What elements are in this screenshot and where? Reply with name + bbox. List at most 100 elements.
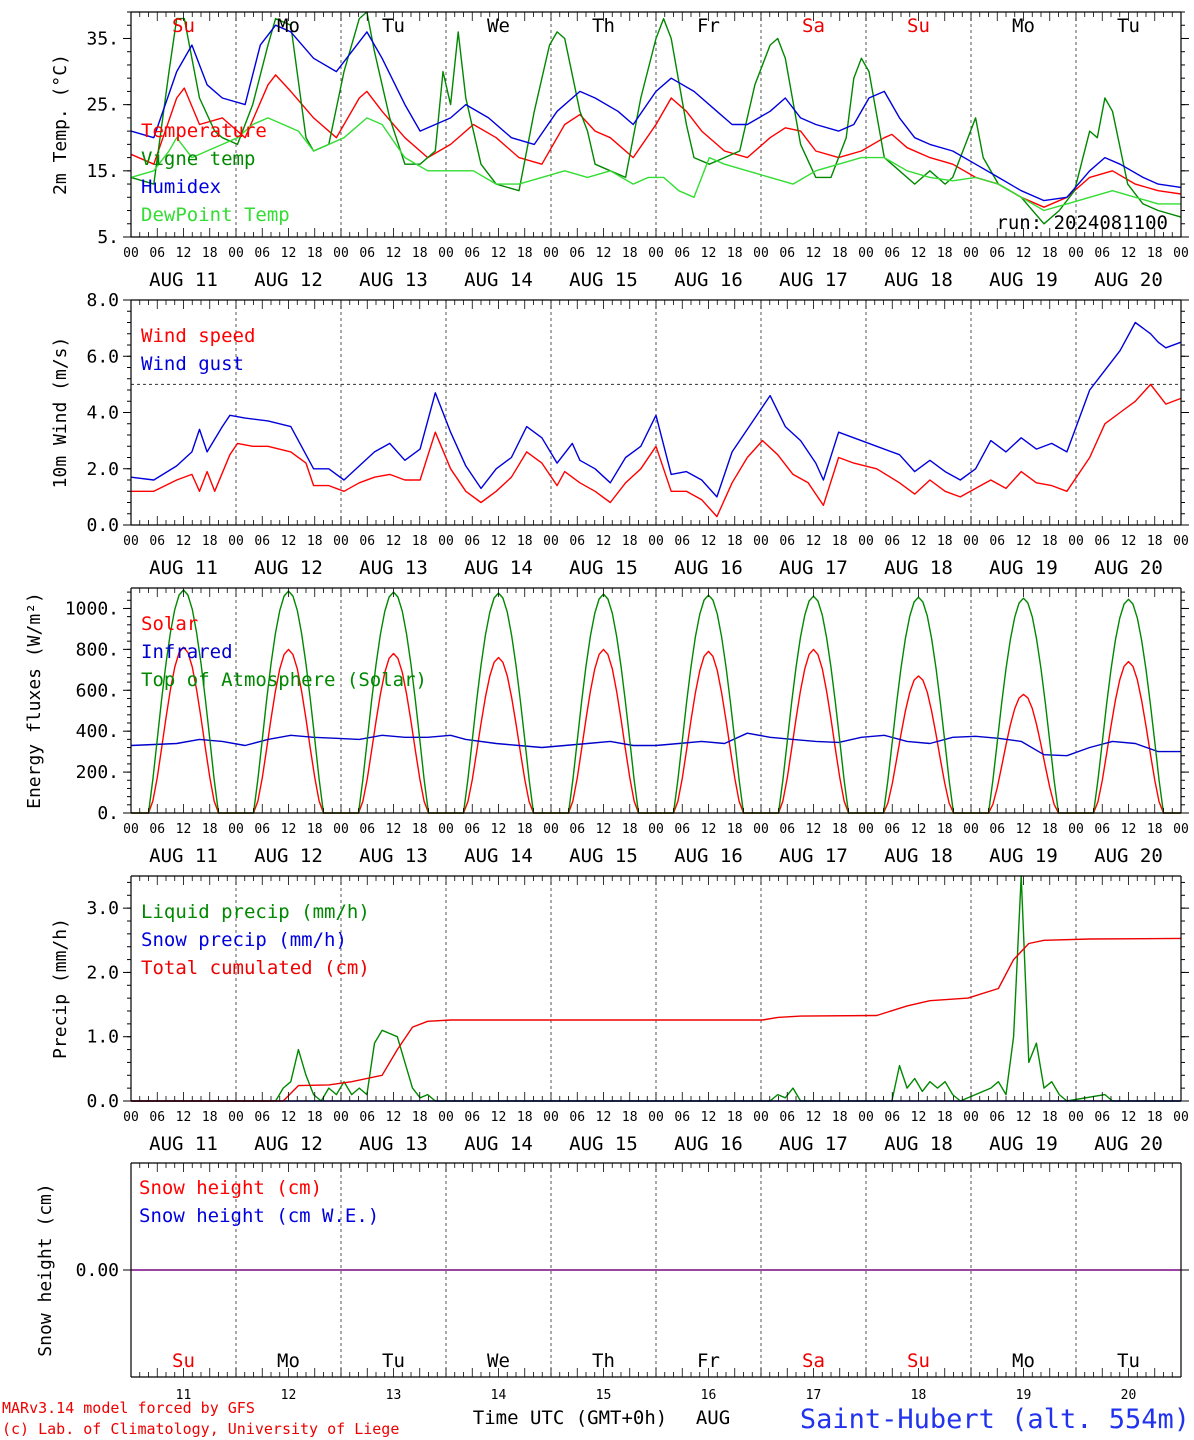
- x-hour-label: 18: [832, 246, 848, 261]
- x-hour-label: 00: [753, 822, 769, 837]
- x-hour-label: 00: [438, 1110, 454, 1125]
- x-hour-label: 18: [1147, 534, 1163, 549]
- x-hour-label: 06: [464, 534, 480, 549]
- x-hour-label: 12: [911, 246, 927, 261]
- day-name-label: Su: [172, 15, 195, 37]
- legend-entry: Temperature: [141, 120, 267, 142]
- x-date-label: AUG 16: [674, 845, 743, 867]
- x-hour-label: 12: [806, 246, 822, 261]
- y-tick-label: 5.: [97, 227, 119, 248]
- x-hour-label: 00: [963, 822, 979, 837]
- x-hour-label: 06: [989, 1110, 1005, 1125]
- x-hour-label: 12: [176, 822, 192, 837]
- x-hour-label: 12: [176, 246, 192, 261]
- x-hour-label: 06: [1094, 534, 1110, 549]
- x-hour-label: 12: [596, 1110, 612, 1125]
- x-date-label: AUG 17: [779, 557, 848, 579]
- x-hour-label: 06: [464, 1110, 480, 1125]
- x-hour-label: 12: [386, 534, 402, 549]
- x-hour-label: 00: [858, 246, 874, 261]
- x-hour-label: 06: [359, 822, 375, 837]
- x-date-label: AUG 20: [1094, 557, 1163, 579]
- x-hour-label: 00: [858, 1110, 874, 1125]
- x-hour-label: 06: [779, 1110, 795, 1125]
- x-hour-label: 06: [359, 534, 375, 549]
- y-axis-label: 10m Wind (m/s): [50, 337, 71, 489]
- y-tick-label: 2.0: [86, 459, 119, 480]
- x-hour-label: 18: [412, 534, 428, 549]
- x-hour-label: 06: [989, 246, 1005, 261]
- x-date-label: AUG 17: [779, 845, 848, 867]
- x-hour-label: 18: [1042, 246, 1058, 261]
- x-hour-label: 12: [176, 1110, 192, 1125]
- x-hour-label: 06: [464, 822, 480, 837]
- x-hour-label: 00: [333, 1110, 349, 1125]
- x-date-label: AUG 13: [359, 557, 428, 579]
- x-hour-label: 06: [779, 822, 795, 837]
- x-hour-label: 18: [937, 534, 953, 549]
- x-axis-label: Time UTC (GMT+0h): [473, 1407, 667, 1429]
- x-hour-label: 18: [937, 822, 953, 837]
- x-date-label: AUG 16: [674, 557, 743, 579]
- x-hour-label: 12: [596, 822, 612, 837]
- x-hour-label: 06: [359, 246, 375, 261]
- x-hour-label: 18: [1147, 1110, 1163, 1125]
- legend-entry: Snow height (cm): [139, 1177, 322, 1199]
- x-hour-label: 06: [149, 246, 165, 261]
- x-hour-label: 00: [438, 246, 454, 261]
- x-hour-label: 18: [1042, 534, 1058, 549]
- x-hour-label: 00: [123, 1110, 139, 1125]
- y-tick-label: 8.0: [86, 290, 119, 311]
- x-hour-label: 00: [123, 246, 139, 261]
- x-hour-label: 00: [438, 534, 454, 549]
- y-tick-label: 3.0: [86, 898, 119, 919]
- x-hour-label: 12: [386, 246, 402, 261]
- x-hour-label: 00: [648, 1110, 664, 1125]
- x-hour-label: 18: [832, 1110, 848, 1125]
- day-name-label: Fr: [697, 1350, 720, 1372]
- x-hour-label: 18: [307, 534, 323, 549]
- legend-entry: Snow height (cm W.E.): [139, 1205, 379, 1227]
- x-hour-label: 00: [438, 822, 454, 837]
- x-hour-label: 00: [1173, 822, 1189, 837]
- x-hour-label: 12: [281, 246, 297, 261]
- x-hour-label: 00: [648, 822, 664, 837]
- day-name-label: Mo: [277, 1350, 300, 1372]
- x-date-label: AUG 11: [149, 845, 218, 867]
- series-line-vigne-temp: [130, 11, 1182, 225]
- grid-layer: [131, 12, 1181, 1377]
- x-hour-label: 12: [281, 1110, 297, 1125]
- x-hour-label: 06: [779, 534, 795, 549]
- x-date-label: AUG 14: [464, 557, 533, 579]
- day-name-label: Su: [907, 15, 930, 37]
- x-hour-label: 12: [911, 822, 927, 837]
- x-hour-label: 18: [412, 1110, 428, 1125]
- x-hour-label: 18: [517, 1110, 533, 1125]
- footer-credit-2: (c) Lab. of Climatology, University of L…: [2, 1420, 399, 1438]
- x-hour-label: 00: [1068, 1110, 1084, 1125]
- legend-entry: Total cumulated (cm): [141, 957, 370, 979]
- legend-entry: Solar: [141, 613, 198, 635]
- x-date-label: AUG 11: [149, 269, 218, 291]
- x-day-number: 17: [806, 1388, 822, 1403]
- series-line-dewpoint-temp: [130, 117, 1181, 212]
- x-hour-label: 18: [832, 822, 848, 837]
- x-hour-label: 00: [1068, 534, 1084, 549]
- series-line-top-of-atmosphere-solar: [131, 589, 1181, 814]
- x-hour-label: 12: [701, 534, 717, 549]
- x-hour-label: 12: [491, 822, 507, 837]
- y-tick-label: 0.0: [86, 1091, 119, 1112]
- x-hour-label: 12: [386, 1110, 402, 1125]
- y-tick-label: 0.00: [76, 1260, 119, 1281]
- x-hour-label: 06: [569, 246, 585, 261]
- axes-layer: [123, 11, 1189, 1378]
- x-date-label: AUG 15: [569, 1133, 638, 1155]
- legend-entry: Infrared: [141, 641, 233, 663]
- x-hour-label: 00: [963, 1110, 979, 1125]
- y-tick-label: 200.: [76, 762, 119, 783]
- day-name-label: Tu: [1117, 1350, 1140, 1372]
- x-date-label: AUG 12: [254, 557, 323, 579]
- x-hour-label: 12: [1016, 822, 1032, 837]
- x-hour-label: 00: [753, 1110, 769, 1125]
- x-hour-label: 06: [254, 246, 270, 261]
